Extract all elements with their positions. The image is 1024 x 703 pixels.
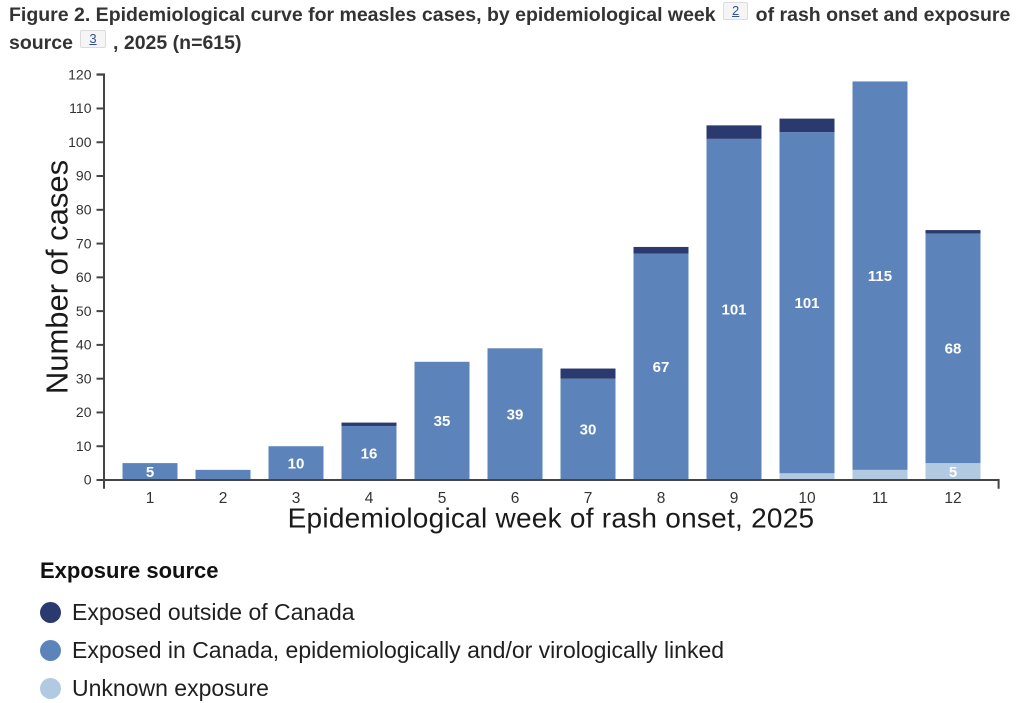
svg-text:Number of cases: Number of cases [40, 160, 75, 394]
svg-text:60: 60 [76, 269, 92, 285]
svg-text:0: 0 [84, 472, 92, 488]
svg-text:68: 68 [945, 341, 962, 358]
svg-text:101: 101 [794, 295, 819, 312]
svg-text:2: 2 [219, 490, 228, 507]
svg-text:40: 40 [76, 337, 92, 353]
svg-text:115: 115 [868, 268, 892, 285]
svg-text:10: 10 [76, 438, 92, 454]
svg-text:80: 80 [76, 202, 92, 218]
svg-text:5: 5 [949, 464, 957, 481]
svg-text:7: 7 [584, 490, 593, 507]
svg-text:101: 101 [721, 302, 746, 319]
svg-text:90: 90 [76, 168, 92, 184]
svg-text:6: 6 [511, 490, 520, 507]
svg-text:5: 5 [438, 490, 447, 507]
svg-text:5: 5 [146, 464, 154, 481]
svg-text:10: 10 [798, 490, 816, 507]
svg-text:11: 11 [872, 490, 888, 507]
svg-text:30: 30 [580, 422, 597, 439]
svg-text:20: 20 [76, 404, 92, 420]
svg-text:110: 110 [69, 100, 92, 116]
svg-text:8: 8 [657, 490, 666, 507]
svg-text:100: 100 [68, 134, 92, 150]
svg-text:12: 12 [944, 490, 961, 507]
svg-text:16: 16 [361, 445, 378, 462]
svg-text:3: 3 [292, 490, 301, 507]
svg-text:Epidemiological week of rash o: Epidemiological week of rash onset, 2025 [288, 503, 815, 534]
svg-text:9: 9 [730, 490, 739, 507]
svg-text:67: 67 [653, 359, 670, 376]
svg-text:1: 1 [146, 490, 155, 507]
svg-text:39: 39 [507, 406, 524, 423]
svg-text:35: 35 [434, 413, 451, 430]
svg-text:30: 30 [76, 370, 92, 386]
svg-text:70: 70 [76, 235, 92, 251]
svg-text:4: 4 [365, 490, 374, 507]
svg-text:10: 10 [288, 455, 305, 472]
svg-text:50: 50 [76, 303, 92, 319]
svg-text:120: 120 [68, 66, 92, 82]
